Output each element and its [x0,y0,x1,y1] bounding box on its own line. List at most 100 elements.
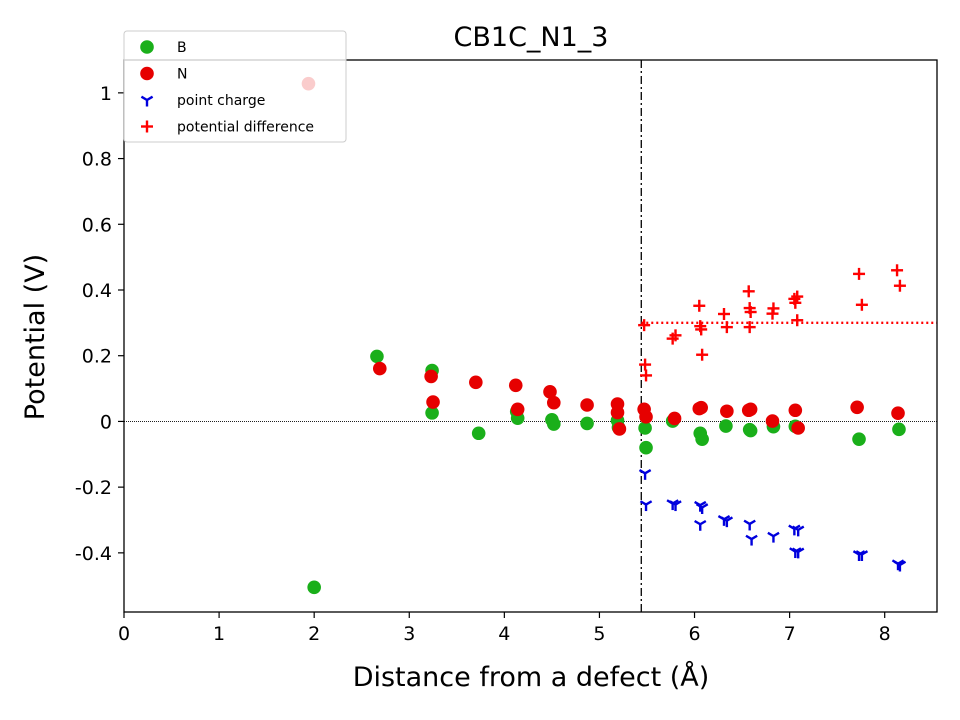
data-point-potential-difference [855,298,868,311]
data-point-n [508,378,523,393]
legend-marker-b [140,40,154,54]
data-point-potential-difference [696,348,709,361]
data-point-n [788,403,803,418]
x-axis-label: Distance from a defect (Å) [353,661,710,693]
data-point-potential-difference [695,323,708,336]
data-point-n [667,411,682,426]
legend-marker-n [140,66,154,81]
data-point-b [638,421,652,435]
data-point-point-charge [893,560,907,572]
data-point-b [307,580,321,595]
data-point-b [892,422,906,437]
x-tick-label: 1 [213,623,225,645]
x-tick-label: 4 [498,623,510,645]
data-point-potential-difference [791,314,804,327]
legend-label-n: N [177,67,187,83]
data-point-potential-difference [639,358,652,371]
data-point-b [425,406,439,420]
data-point-potential-difference [743,321,756,334]
y-axis-label: Potential (V) [20,254,51,420]
data-point-n [694,400,708,415]
data-point-point-charge [767,531,780,543]
data-point-n [610,405,625,420]
data-point-potential-difference [693,299,706,312]
data-point-b [852,432,866,446]
y-tick-label: -0.2 [75,477,112,499]
data-point-point-charge [695,503,709,515]
x-tick-label: 6 [688,623,700,645]
data-point-point-charge [745,534,758,546]
data-point-n [791,421,805,435]
data-point-b [639,440,653,455]
data-point-point-charge [791,547,805,559]
legend-label-potential-difference: potential difference [177,120,314,136]
x-tick-label: 8 [879,623,891,645]
data-point-point-charge [694,519,707,531]
data-point-point-charge [743,519,756,531]
y-tick-label: 1 [100,83,112,105]
chart-title: CB1C_N1_3 [454,22,609,53]
data-point-b [743,423,758,438]
data-point-n [424,369,438,384]
legend-box [123,30,347,143]
data-point-point-charge [720,516,734,528]
data-point-b [719,419,733,433]
data-point-n [720,404,734,419]
y-tick-label: 0.6 [82,214,112,236]
y-tick-label: 0.2 [82,346,112,368]
data-point-potential-difference [640,369,653,382]
data-point-point-charge [669,500,682,512]
data-point-b [370,349,384,364]
x-tick-label: 5 [593,623,605,645]
data-point-n [469,375,483,390]
data-point-n [850,400,864,415]
data-point-b [471,426,486,441]
data-point-potential-difference [891,264,904,277]
data-point-potential-difference [853,267,866,280]
data-point-potential-difference [744,306,757,319]
x-tick-label: 7 [784,623,796,645]
x-tick-label: 2 [308,623,320,645]
data-point-n [891,406,905,421]
data-point-n [612,422,627,436]
data-point-point-charge [638,469,652,480]
data-point-n [580,398,594,412]
data-point-n [639,410,653,424]
series-potential-difference [638,264,906,382]
data-point-potential-difference [669,329,682,342]
y-tick-label: 0.8 [82,149,112,171]
data-point-potential-difference [638,319,651,332]
data-point-potential-difference [742,285,755,298]
data-point-b [580,416,594,431]
y-tick-label: 0 [100,411,112,433]
legend-marker-point-charge [140,95,154,107]
data-point-n [743,402,758,417]
data-point-potential-difference [789,296,802,309]
y-tick-label: 0.4 [82,280,112,302]
axes: 0 1 2 3 4 5 6 7 8 -0.4 -0.2 0 0.2 0.4 0.6 0.8 1 [75,59,938,645]
data-point-n [543,385,557,399]
series-point-charge [638,469,907,572]
legend-label-b: B [177,40,187,56]
data-point-b [695,432,709,446]
data-point-point-charge [855,550,869,561]
data-point-potential-difference [791,290,804,303]
data-point-potential-difference [893,279,906,292]
x-tick-label: 0 [118,623,130,645]
data-point-potential-difference [720,321,733,334]
axes-frame [123,59,938,613]
y-tick-label: -0.4 [75,543,112,565]
data-point-point-charge [639,500,653,512]
data-point-n [510,402,525,417]
data-point-b [546,417,561,431]
data-point-potential-difference [718,307,731,320]
data-point-n [372,361,387,376]
data-point-n [546,395,561,410]
data-point-n [765,414,780,428]
plot-area [124,60,937,612]
data-point-n [426,395,440,409]
data-point-potential-difference [766,307,779,320]
x-tick-label: 3 [403,623,415,645]
